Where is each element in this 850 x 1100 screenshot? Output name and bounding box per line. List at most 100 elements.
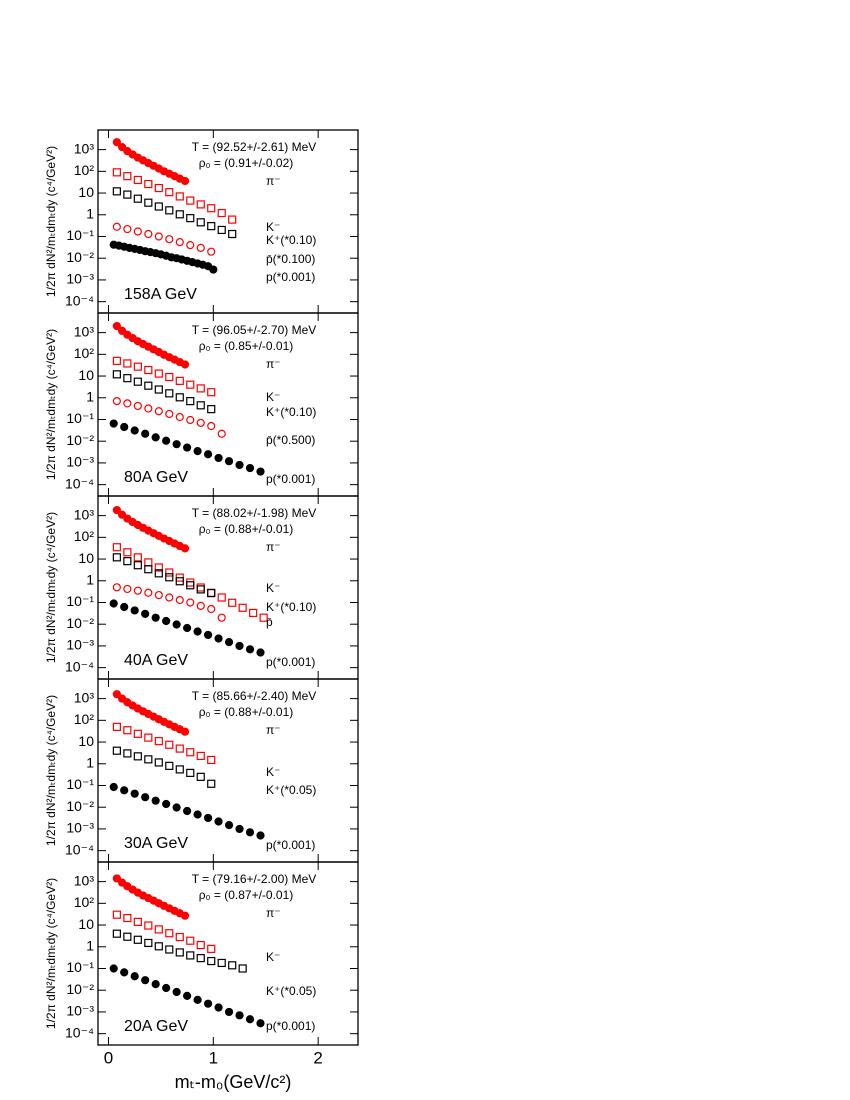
y-axis-label: 1/2π dN²/mₜdmₜdy (c⁴/GeV²) (44, 512, 58, 663)
data-point (123, 557, 132, 566)
data-point (186, 578, 195, 587)
series-label: π⁻ (266, 906, 281, 920)
plot-frame (97, 861, 359, 1046)
energy-label: 40A GeV (124, 652, 188, 669)
energy-label: 80A GeV (124, 469, 188, 486)
series-label: π⁻ (266, 357, 281, 371)
data-point (172, 440, 181, 449)
data-point (175, 238, 184, 247)
data-point (186, 241, 195, 250)
series-label: p̄(*0.500) (266, 433, 315, 447)
data-point (196, 954, 205, 963)
rho: ρ₀ = (0.85+/-0.01) (199, 339, 294, 353)
y-tick-label: 10⁻⁴ (65, 475, 94, 491)
data-point (162, 983, 171, 993)
data-point (207, 405, 216, 414)
data-point (228, 961, 237, 970)
data-point (130, 972, 139, 981)
data-point (112, 553, 121, 562)
data-point (112, 138, 121, 147)
rho: ρ₀ = (0.88+/-0.01) (199, 705, 294, 719)
y-tick-label: 1 (86, 205, 94, 221)
data-point (165, 593, 174, 602)
data-point (144, 381, 153, 390)
data-point (175, 932, 184, 942)
data-point (112, 874, 121, 883)
data-point (175, 948, 184, 957)
data-point (123, 548, 132, 557)
data-point (196, 200, 205, 209)
data-point (109, 782, 118, 792)
y-tick-label: 10⁻⁴ (65, 841, 94, 857)
data-point (165, 573, 174, 582)
y-tick-label: 10² (74, 345, 95, 361)
x-tick-label: 2 (313, 1048, 322, 1067)
data-point (123, 374, 132, 383)
data-point (123, 726, 132, 735)
data-point (235, 641, 244, 651)
data-point (256, 648, 265, 657)
y-tick-label: 10 (78, 184, 94, 200)
data-point (186, 581, 195, 590)
data-point (224, 457, 234, 466)
temperature: T = (79.16+/-2.00) MeV (192, 872, 317, 886)
data-point (235, 1011, 244, 1020)
data-point (207, 944, 216, 953)
y-tick-label: 10 (78, 550, 94, 566)
data-point (175, 393, 184, 402)
y-tick-label: 10⁻³ (66, 637, 94, 653)
data-point (207, 222, 216, 231)
data-point (180, 911, 190, 920)
y-tick-label: 1 (86, 754, 94, 770)
data-point (214, 634, 223, 643)
data-point (196, 751, 205, 761)
data-point (224, 638, 234, 647)
data-point (180, 727, 190, 736)
y-tick-label: 10⁻³ (66, 454, 94, 470)
y-tick-label: 10 (78, 367, 94, 383)
data-point (245, 645, 255, 654)
data-point (165, 206, 174, 215)
data-point (217, 225, 226, 235)
data-point (154, 407, 163, 416)
data-point (175, 577, 184, 586)
data-point (109, 964, 118, 973)
data-point (112, 356, 121, 365)
series-label: p(*0.001) (266, 838, 315, 852)
data-point (193, 810, 202, 819)
data-point (133, 917, 142, 926)
series-label: p(*0.001) (266, 1019, 315, 1033)
data-point (162, 799, 171, 809)
data-point (175, 765, 184, 774)
data-point (214, 1003, 223, 1012)
data-point (172, 803, 181, 812)
temperature: T = (88.02+/-1.98) MeV (192, 506, 317, 520)
y-tick-label: 1 (86, 388, 94, 404)
y-tick-label: 10³ (74, 506, 95, 522)
data-point (245, 1015, 255, 1024)
y-tick-label: 10⁻³ (66, 1003, 94, 1019)
data-point (207, 956, 216, 966)
data-point (123, 749, 132, 758)
data-point (196, 384, 205, 393)
data-point (144, 755, 153, 764)
data-point (207, 421, 216, 431)
data-point (217, 958, 226, 968)
data-point (123, 399, 132, 408)
data-point (186, 380, 195, 389)
data-point (196, 583, 205, 592)
data-point (133, 175, 142, 185)
data-point (123, 172, 132, 181)
y-tick-label: 10⁻² (66, 798, 94, 814)
data-point (196, 243, 205, 252)
y-tick-label: 10² (74, 894, 95, 910)
data-point (207, 589, 216, 598)
data-point (144, 365, 153, 375)
data-point (186, 598, 195, 607)
data-point (186, 397, 195, 406)
data-point (228, 598, 237, 607)
data-point (141, 429, 150, 438)
data-point (133, 194, 142, 203)
series-label: K⁺(*0.10) (266, 600, 316, 614)
data-point (235, 824, 244, 834)
